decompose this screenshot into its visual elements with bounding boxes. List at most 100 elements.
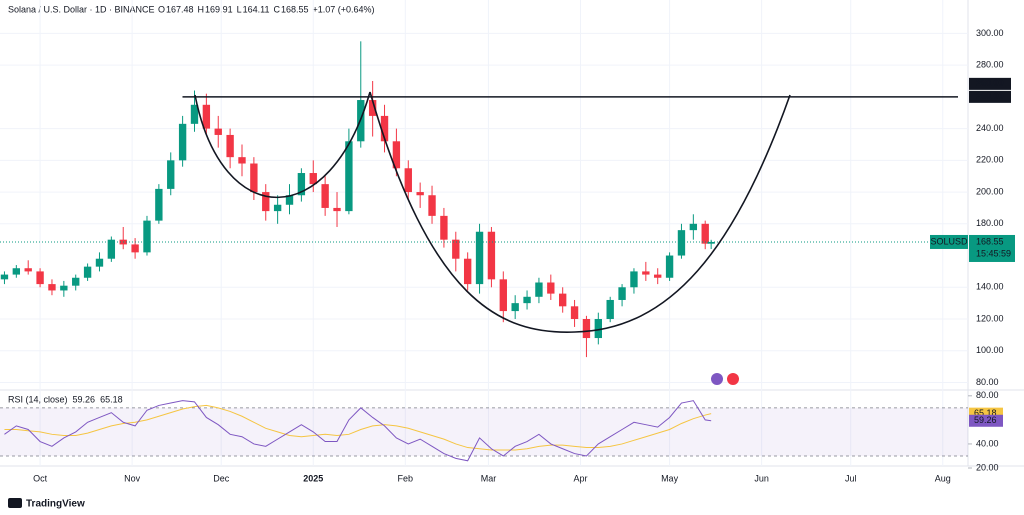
price-label: 168.55 bbox=[976, 236, 1004, 246]
y-tick-label: 240.00 bbox=[976, 123, 1004, 133]
candle-body bbox=[155, 188, 163, 221]
brand-text: TradingView bbox=[26, 499, 85, 510]
candle-body bbox=[475, 231, 484, 285]
cup-curve bbox=[369, 91, 791, 333]
y-tick-label: 200.00 bbox=[976, 186, 1004, 196]
y-tick-label: 140.00 bbox=[976, 282, 1004, 292]
candle-body bbox=[285, 195, 294, 205]
rsi-line bbox=[4, 404, 712, 451]
candle-body bbox=[618, 287, 626, 300]
candle-body bbox=[107, 239, 116, 259]
candle-body bbox=[523, 296, 531, 304]
candle-body bbox=[428, 195, 436, 216]
candle-body bbox=[499, 279, 507, 312]
candle-body bbox=[0, 274, 9, 280]
x-tick-label: Oct bbox=[33, 473, 48, 483]
level-label: 260.00 bbox=[976, 91, 1004, 101]
readout-label: O bbox=[158, 4, 165, 14]
candle-body bbox=[511, 303, 519, 312]
y-tick-label: 280.00 bbox=[976, 60, 1004, 70]
candle-body bbox=[143, 220, 151, 253]
candle-body bbox=[321, 184, 329, 208]
candle-body bbox=[178, 123, 187, 161]
candle-body bbox=[250, 163, 258, 193]
candle-body bbox=[701, 223, 709, 244]
candle-body bbox=[559, 293, 567, 307]
candle-body bbox=[487, 231, 496, 280]
x-tick-label: 2025 bbox=[303, 473, 323, 483]
symbol-label-bg bbox=[930, 234, 968, 249]
candle-body bbox=[392, 141, 401, 169]
candle-body bbox=[12, 268, 21, 275]
candle-body bbox=[262, 192, 270, 212]
readout-change: +1.07 (+0.64%) bbox=[312, 4, 374, 14]
candle-body bbox=[416, 192, 424, 196]
plot: Oct Nov Dec 2025 Feb Mar Apr May Jun Jul Aug 300.00… bbox=[0, 0, 1015, 483]
candle-body bbox=[83, 266, 92, 278]
event-icon bbox=[711, 373, 723, 385]
readout-label: L bbox=[237, 4, 242, 14]
y-tick-label: 220.00 bbox=[976, 155, 1004, 165]
price-label-bg bbox=[969, 234, 1015, 262]
rsi-line bbox=[4, 400, 712, 462]
candle-body bbox=[297, 173, 306, 196]
header: Solana / U.S. Dollar · 1D · BINANCE O 167… bbox=[8, 4, 375, 14]
event-icon bbox=[727, 373, 739, 385]
candle-body bbox=[36, 271, 44, 285]
x-tick-label: Feb bbox=[398, 473, 414, 483]
rsi-value-label-bg bbox=[969, 414, 1003, 427]
x-tick-label: Apr bbox=[573, 473, 587, 483]
symbol-title: Solana / U.S. Dollar · 1D · BINANCE bbox=[8, 4, 155, 14]
x-tick-label: Aug bbox=[935, 473, 951, 483]
y-tick-label: 120.00 bbox=[976, 313, 1004, 323]
level-label-bg bbox=[969, 77, 1011, 90]
x-tick-label: May bbox=[661, 473, 679, 483]
candle-body bbox=[654, 274, 662, 278]
x-tick-label: Jul bbox=[845, 473, 857, 483]
level-label-bg bbox=[969, 90, 1011, 103]
symbol-label: SOLUSD bbox=[930, 236, 968, 246]
cup-curve bbox=[194, 91, 371, 199]
readout-label: H bbox=[198, 4, 205, 14]
candle-body bbox=[440, 215, 448, 240]
candle-body bbox=[582, 319, 591, 339]
candle-body bbox=[630, 271, 638, 288]
event-icons bbox=[711, 373, 739, 385]
candle-body bbox=[214, 128, 222, 135]
candle-body bbox=[24, 268, 32, 272]
candle-body bbox=[48, 284, 56, 291]
candle-body bbox=[689, 223, 698, 231]
candle-body bbox=[380, 115, 389, 142]
candle-body bbox=[309, 173, 317, 185]
x-tick-label: Jun bbox=[754, 473, 769, 483]
brand-logo: TradingView bbox=[8, 498, 85, 510]
candle-body bbox=[131, 244, 139, 253]
candle-body bbox=[707, 241, 715, 244]
candle-body bbox=[238, 157, 246, 164]
readout-value: 167.48 bbox=[166, 4, 194, 14]
candle-body bbox=[333, 207, 341, 212]
rsi-value-label: 65.18 bbox=[974, 408, 997, 418]
y-tick-label: 180.00 bbox=[976, 218, 1004, 228]
candle-body bbox=[570, 306, 579, 320]
rsi-tick-label: 80.00 bbox=[976, 390, 999, 400]
candle-body bbox=[677, 230, 686, 256]
rsi-legend-value: 59.26 bbox=[73, 394, 96, 404]
x-tick-label: Mar bbox=[481, 473, 497, 483]
level-label: 260.00 bbox=[976, 78, 1004, 88]
candle-body bbox=[463, 258, 472, 285]
candle-body bbox=[642, 271, 650, 275]
rsi-title: RSI (14, close) bbox=[8, 394, 68, 404]
rsi-tick-label: 20.00 bbox=[976, 462, 999, 472]
candle-body bbox=[368, 100, 377, 116]
logo-icon bbox=[8, 498, 22, 508]
candle-body bbox=[345, 141, 353, 212]
readout-value: 164.11 bbox=[243, 4, 270, 14]
y-tick-label: 100.00 bbox=[976, 345, 1004, 355]
candle-body bbox=[404, 168, 412, 193]
candle-body bbox=[60, 285, 68, 291]
readout-value: 169.91 bbox=[205, 4, 233, 14]
candle-body bbox=[594, 319, 603, 339]
